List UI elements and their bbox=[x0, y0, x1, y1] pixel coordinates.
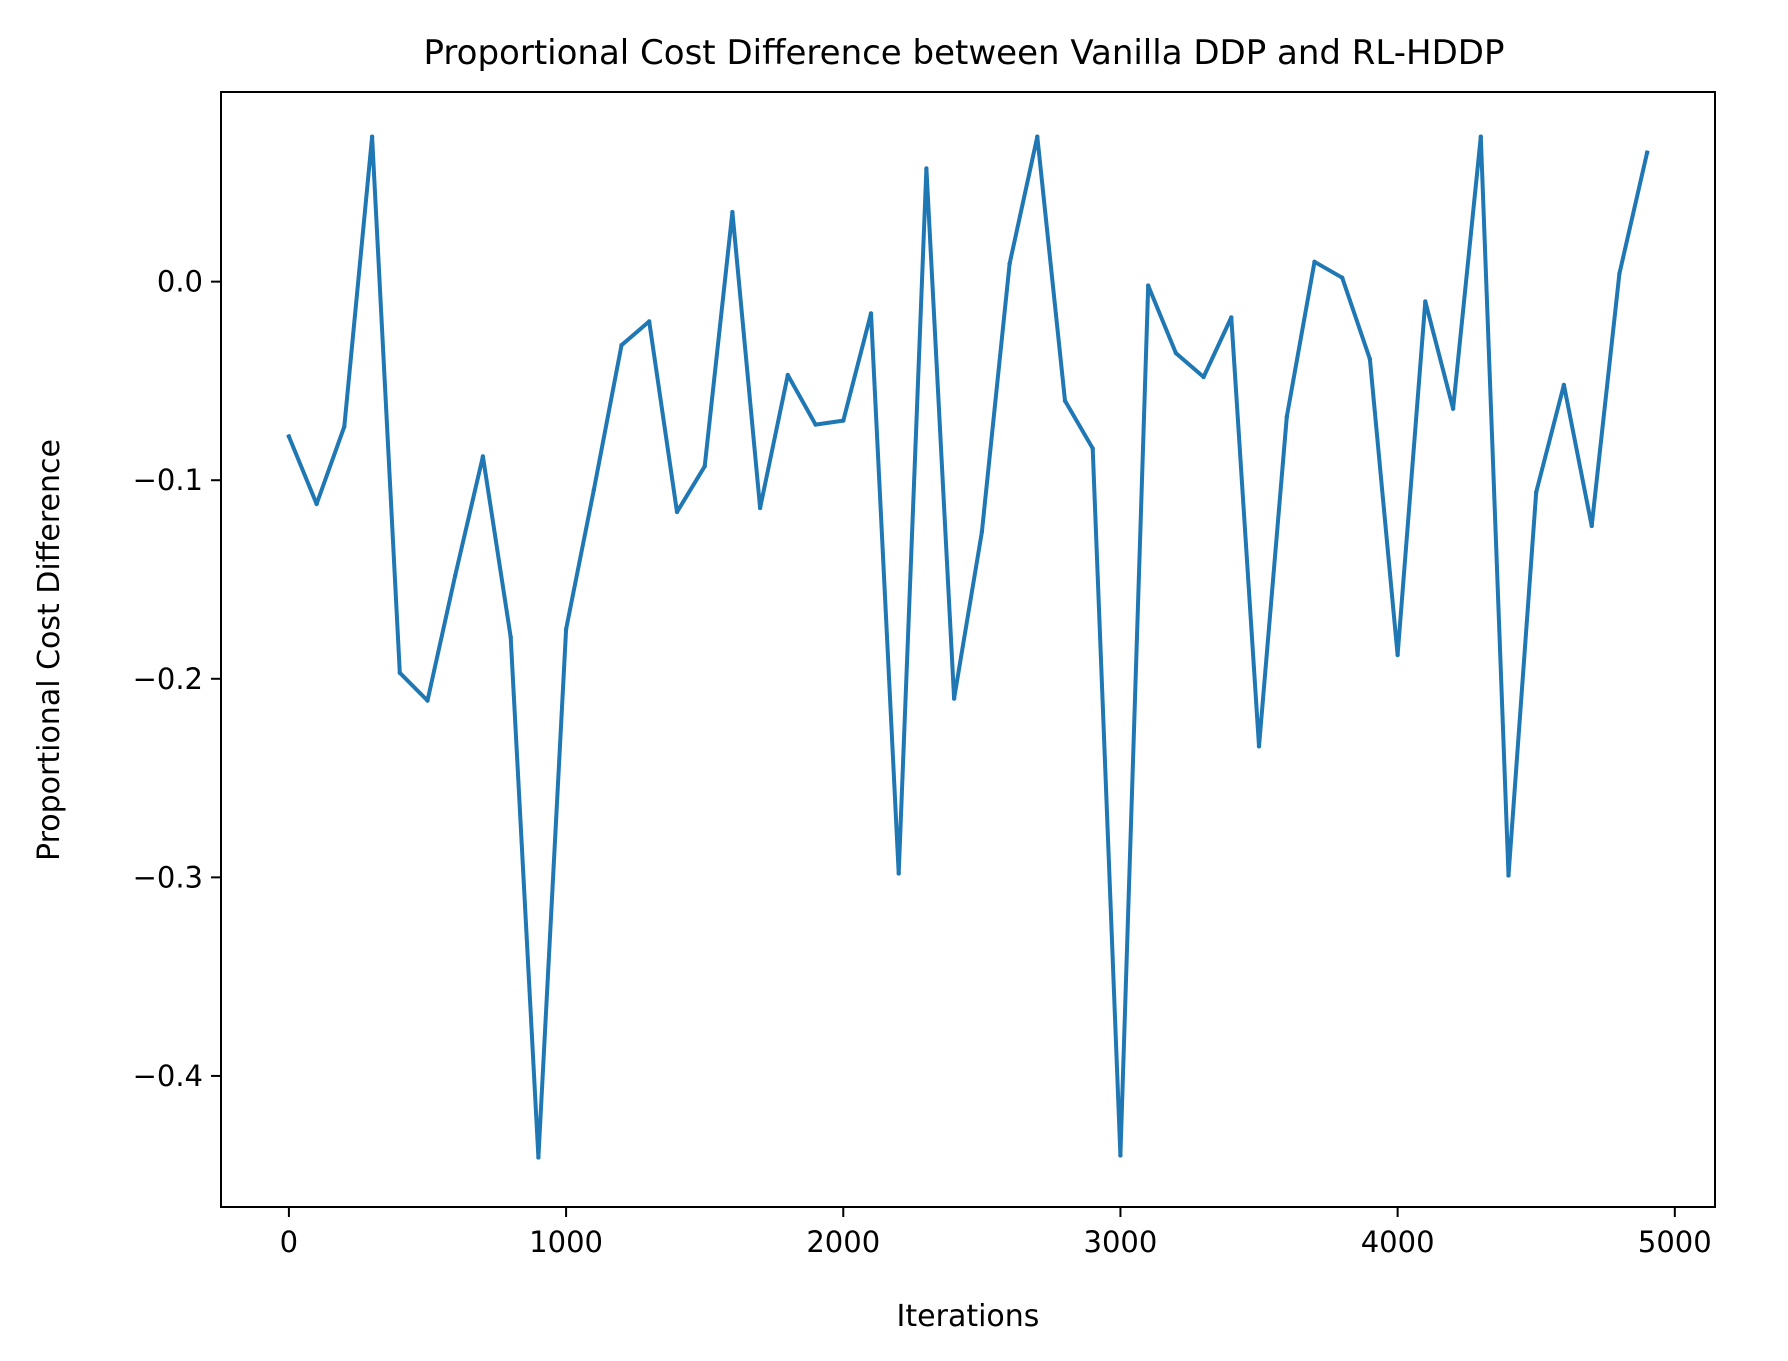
data-point bbox=[1506, 873, 1511, 878]
data-point bbox=[951, 696, 957, 701]
data-point bbox=[896, 871, 901, 876]
data-point bbox=[702, 464, 707, 469]
data-point bbox=[1035, 134, 1040, 139]
data-point bbox=[453, 573, 458, 578]
data-point bbox=[1367, 356, 1373, 362]
data-point bbox=[924, 166, 929, 171]
x-tick-label: 3000 bbox=[1084, 1225, 1158, 1259]
data-point bbox=[536, 1155, 541, 1160]
chart-title: Proportional Cost Difference between Van… bbox=[424, 33, 1505, 73]
data-point bbox=[1229, 315, 1234, 320]
data-point bbox=[979, 529, 985, 534]
y-tick-label: 0.0 bbox=[157, 265, 203, 299]
data-point bbox=[286, 434, 292, 439]
data-point bbox=[397, 670, 402, 675]
data-point bbox=[1340, 275, 1345, 280]
data-point bbox=[508, 634, 513, 640]
data-point bbox=[425, 698, 430, 703]
y-tick-label: −0.1 bbox=[133, 463, 203, 497]
data-point bbox=[1478, 134, 1484, 139]
x-tick-label: 0 bbox=[280, 1225, 298, 1259]
data-point bbox=[619, 343, 624, 348]
data-point bbox=[1256, 744, 1262, 749]
data-point bbox=[674, 509, 680, 515]
x-tick-label: 1000 bbox=[529, 1225, 603, 1259]
data-point bbox=[1450, 406, 1456, 411]
data-point bbox=[314, 501, 319, 507]
data-point bbox=[868, 311, 874, 316]
data-point bbox=[1090, 446, 1095, 451]
data-point bbox=[841, 418, 846, 423]
data-point bbox=[342, 424, 347, 429]
data-point bbox=[1201, 374, 1206, 380]
plot-layer: 0 1000 2000 3000 4000 5000 0.0 −0.1 −0.2 −0.3 −0.4 bbox=[133, 134, 1712, 1259]
y-axis-label: Proportional Cost Difference bbox=[32, 439, 67, 861]
x-tick-label: 5000 bbox=[1638, 1225, 1712, 1259]
data-point bbox=[1146, 283, 1151, 288]
data-point bbox=[369, 134, 375, 139]
data-point bbox=[757, 505, 763, 511]
data-point bbox=[1423, 299, 1428, 304]
data-point bbox=[1007, 261, 1012, 266]
data-point bbox=[563, 626, 569, 632]
data-point bbox=[1534, 489, 1539, 495]
data-point bbox=[1284, 414, 1290, 419]
data-point bbox=[1395, 652, 1400, 658]
y-tick-label: −0.2 bbox=[133, 662, 203, 696]
data-point bbox=[1118, 1153, 1123, 1158]
plot-area-frame bbox=[220, 91, 1716, 1208]
data-point bbox=[1589, 523, 1594, 529]
y-tick-label: −0.4 bbox=[133, 1059, 203, 1093]
series-line bbox=[286, 134, 1650, 1160]
x-axis-label: Iterations bbox=[897, 1299, 1040, 1334]
data-point bbox=[813, 422, 818, 427]
x-tick-label: 4000 bbox=[1361, 1225, 1435, 1259]
data-point bbox=[785, 372, 790, 378]
data-point bbox=[730, 209, 735, 215]
x-tick-label: 2000 bbox=[806, 1225, 880, 1259]
data-point bbox=[591, 487, 596, 493]
data-point bbox=[1312, 259, 1317, 264]
data-point bbox=[1561, 382, 1567, 388]
data-point bbox=[1644, 150, 1650, 155]
data-point bbox=[480, 454, 486, 459]
y-tick-label: −0.3 bbox=[133, 860, 203, 894]
data-point bbox=[1173, 350, 1179, 356]
data-point bbox=[1062, 398, 1068, 403]
data-point bbox=[647, 319, 652, 324]
data-point bbox=[1617, 271, 1622, 276]
